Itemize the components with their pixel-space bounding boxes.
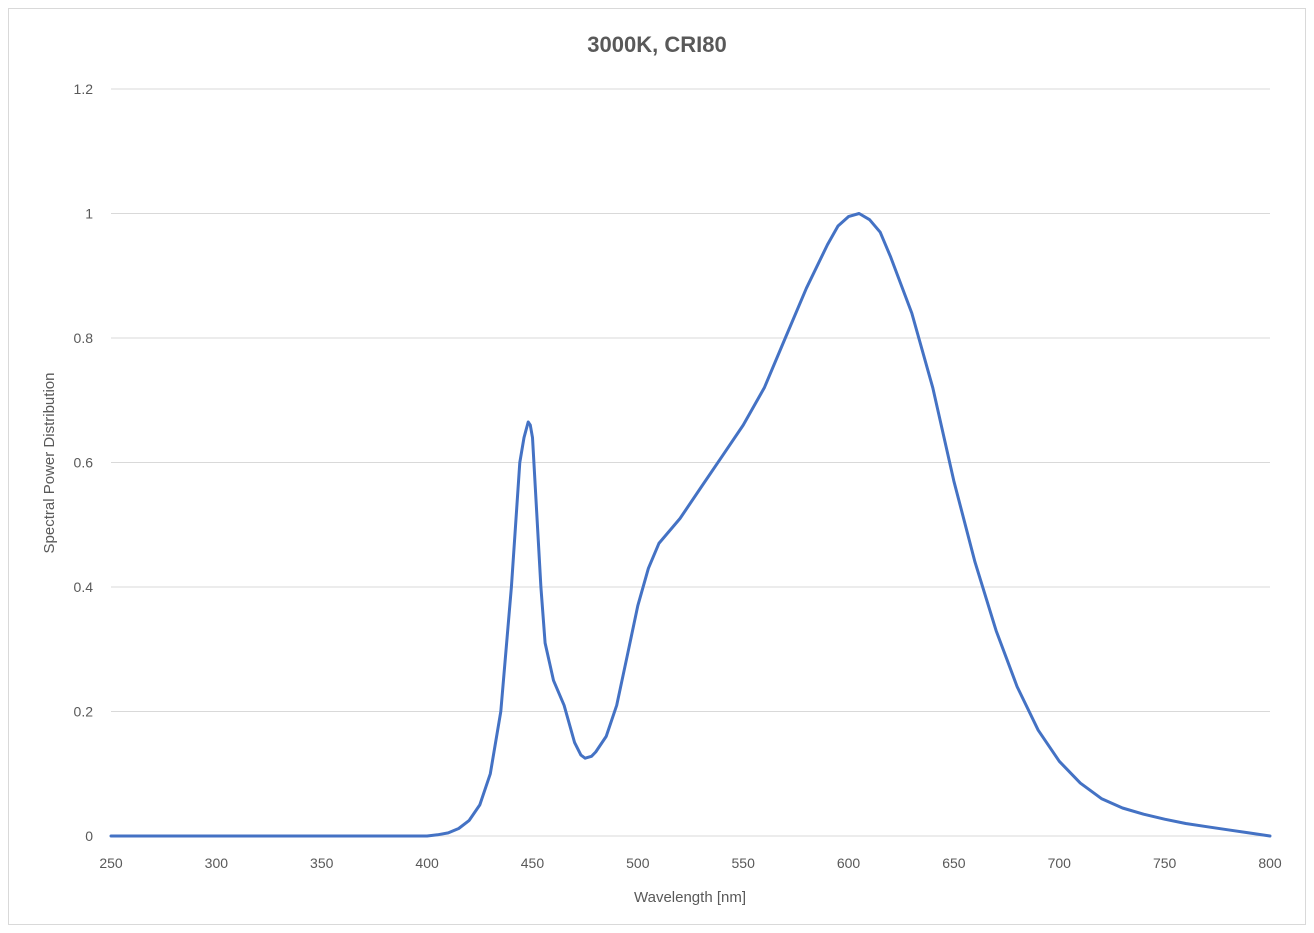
y-tick-label: 1 xyxy=(85,206,93,222)
x-tick-label: 300 xyxy=(205,855,229,871)
x-tick-label: 450 xyxy=(521,855,545,871)
grid-lines xyxy=(111,88,1270,837)
x-tick-label: 800 xyxy=(1258,855,1282,871)
x-tick-label: 700 xyxy=(1048,855,1072,871)
y-tick-label: 0.6 xyxy=(74,455,94,471)
y-tick-label: 0.4 xyxy=(74,579,94,595)
y-tick-label: 0.8 xyxy=(74,330,94,346)
x-tick-label: 600 xyxy=(837,855,861,871)
x-tick-label: 750 xyxy=(1153,855,1177,871)
y-tick-labels: 0 0.2 0.4 0.6 0.8 1 1.2 xyxy=(74,81,94,844)
chart-title: 3000K, CRI80 xyxy=(587,32,726,57)
x-tick-label: 500 xyxy=(626,855,650,871)
x-tick-label: 550 xyxy=(732,855,756,871)
y-tick-label: 0 xyxy=(85,828,93,844)
x-axis-label: Wavelength [nm] xyxy=(634,889,746,906)
y-tick-label: 1.2 xyxy=(74,81,94,97)
x-tick-label: 250 xyxy=(99,855,123,871)
x-tick-label: 400 xyxy=(415,855,439,871)
y-tick-label: 0.2 xyxy=(74,704,94,720)
x-tick-labels: 250 300 350 400 450 500 550 600 650 700 750 800 xyxy=(99,855,1282,871)
x-tick-label: 350 xyxy=(310,855,334,871)
spd-series-line xyxy=(109,212,1272,838)
y-axis-label: Spectral Power Distribution xyxy=(41,373,58,554)
chart-frame xyxy=(8,8,1306,925)
x-tick-label: 650 xyxy=(942,855,966,871)
